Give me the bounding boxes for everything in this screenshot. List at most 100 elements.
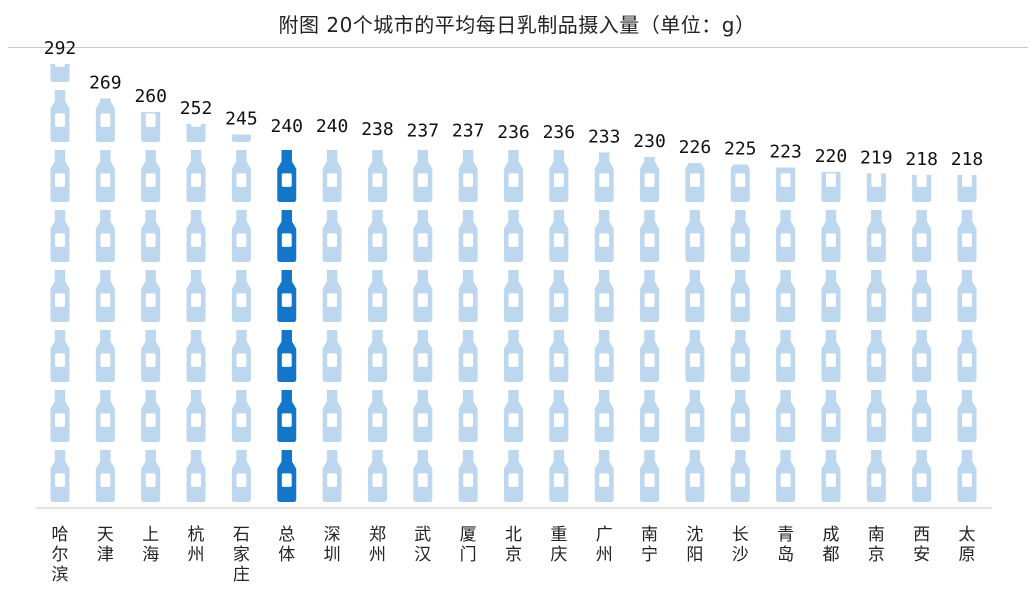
milk-bottle-icon — [821, 390, 841, 442]
milk-bottle-icon — [866, 270, 886, 322]
milk-bottle-icon — [685, 270, 705, 322]
milk-bottle-icon — [594, 330, 614, 382]
milk-bottle-icon — [866, 330, 886, 382]
milk-bottle-icon — [821, 172, 841, 202]
category-label: 石家庄 — [233, 525, 250, 585]
category-label: 杭州 — [188, 525, 205, 565]
milk-bottle-icon — [95, 330, 115, 382]
milk-bottle-icon — [231, 210, 251, 262]
milk-bottle-icon — [730, 450, 750, 502]
milk-bottle-icon — [322, 150, 342, 202]
category-label: 哈尔滨 — [52, 525, 69, 585]
milk-bottle-icon — [186, 124, 206, 142]
milk-bottle-icon — [51, 0, 70, 22]
milk-bottle-icon — [912, 450, 932, 502]
milk-bottle-icon — [594, 152, 614, 202]
milk-bottle-icon — [821, 210, 841, 262]
milk-bottle-icon — [367, 150, 387, 202]
milk-bottle-icon — [277, 390, 297, 442]
data-label: 269 — [89, 73, 122, 94]
milk-bottle-icon — [685, 210, 705, 262]
category-label: 长沙 — [732, 525, 749, 565]
milk-bottle-icon — [367, 330, 387, 382]
milk-bottle-icon — [277, 270, 297, 322]
milk-bottle-icon — [231, 390, 251, 442]
milk-bottle-icon — [957, 390, 977, 442]
milk-bottle-icon — [685, 330, 705, 382]
milk-bottle-icon — [186, 210, 206, 262]
bar-杭州: 252 杭州 — [180, 30, 213, 565]
milk-bottle-icon — [141, 210, 161, 262]
bar-青岛: 223 青岛 — [769, 90, 802, 566]
milk-bottle-icon — [367, 450, 387, 502]
milk-bottle-icon — [458, 210, 478, 262]
milk-bottle-icon — [458, 330, 478, 382]
milk-bottle-icon — [231, 330, 251, 382]
milk-bottle-icon — [640, 330, 660, 382]
milk-bottle-icon — [958, 90, 977, 142]
milk-bottle-icon — [141, 390, 161, 442]
category-label: 郑州 — [369, 525, 386, 565]
milk-bottle-icon — [504, 450, 523, 502]
milk-bottle-icon — [458, 150, 478, 202]
category-label: 南宁 — [641, 525, 658, 565]
milk-bottle-icon — [141, 330, 161, 382]
data-label: 218 — [951, 149, 984, 170]
milk-bottle-icon — [95, 390, 115, 442]
data-label: 260 — [134, 86, 167, 107]
data-label: 233 — [588, 127, 621, 148]
milk-bottle-icon — [912, 175, 932, 202]
milk-bottle-icon — [367, 390, 387, 442]
milk-bottle-icon — [504, 270, 523, 322]
milk-bottle-icon — [776, 90, 795, 142]
category-label: 武汉 — [414, 525, 431, 565]
milk-bottle-icon — [776, 270, 796, 322]
milk-bottle-icon — [50, 90, 70, 142]
milk-bottle-icon — [821, 450, 841, 502]
milk-bottle-icon — [187, 30, 206, 82]
milk-bottle-icon — [231, 134, 251, 142]
milk-bottle-icon — [413, 270, 433, 322]
milk-bottle-icon — [277, 210, 297, 262]
chart-title: 附图 20个城市的平均每日乳制品摄入量（单位：g） — [278, 13, 756, 37]
milk-bottle-icon — [776, 330, 796, 382]
category-label: 深圳 — [324, 525, 341, 565]
category-label: 太原 — [959, 525, 976, 565]
milk-bottle-icon — [866, 450, 886, 502]
milk-bottle-icon — [730, 270, 750, 322]
milk-bottle-icon — [413, 150, 433, 202]
milk-bottle-icon — [231, 270, 251, 322]
bar-西安: 218 西安 — [905, 149, 938, 565]
bar-广州: 233 广州 — [588, 127, 621, 566]
category-label: 厦门 — [460, 525, 477, 565]
milk-bottle-icon — [957, 210, 977, 262]
milk-bottle-icon — [50, 330, 70, 382]
milk-bottle-icon — [821, 90, 840, 142]
milk-bottle-icon — [504, 390, 523, 442]
milk-bottle-icon — [504, 330, 523, 382]
milk-bottle-icon — [322, 270, 342, 322]
milk-bottle-icon — [957, 330, 977, 382]
milk-bottle-icon — [322, 450, 342, 502]
milk-bottle-icon — [50, 210, 70, 262]
milk-bottle-icon — [685, 450, 705, 502]
milk-bottle-icon — [50, 450, 70, 502]
category-label: 成都 — [822, 525, 839, 565]
milk-bottle-icon — [458, 450, 478, 502]
bar-上海: 260 上海 — [134, 86, 167, 565]
milk-bottle-icon — [231, 150, 251, 202]
milk-bottle-icon — [730, 210, 750, 262]
milk-bottle-icon — [50, 390, 70, 442]
data-label: 245 — [225, 109, 258, 130]
milk-bottle-icon — [912, 390, 932, 442]
milk-bottle-icon — [277, 330, 297, 382]
milk-bottle-icon — [776, 210, 796, 262]
category-label: 北京 — [505, 525, 522, 565]
milk-bottle-icon — [730, 390, 750, 442]
milk-bottle-icon — [322, 210, 342, 262]
data-label: 237 — [407, 121, 440, 142]
bar-郑州: 238 郑州 — [361, 119, 394, 565]
bar-深圳: 240 深圳 — [316, 116, 349, 565]
milk-bottle-icon — [776, 167, 796, 202]
